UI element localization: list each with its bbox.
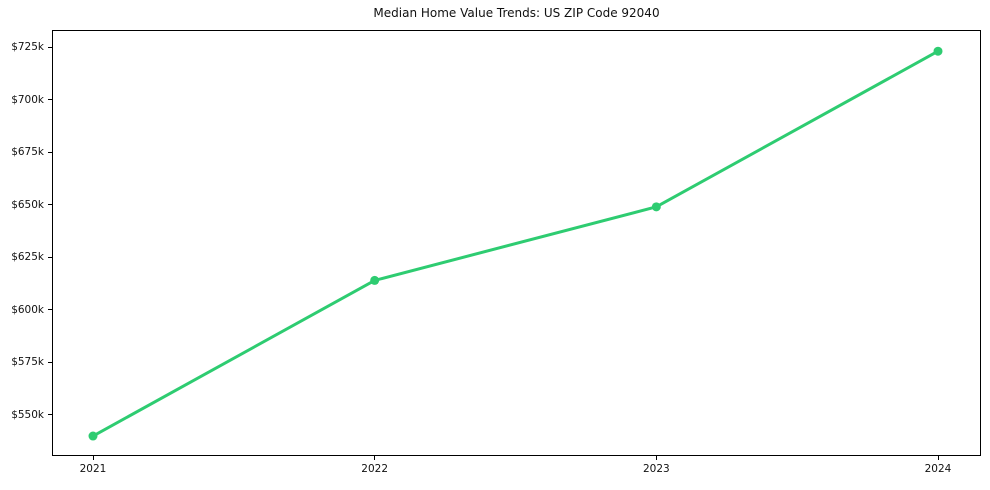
x-tick-mark [937,456,939,460]
data-point-2021 [88,431,98,441]
data-point-2023 [651,202,661,212]
y-tick-label: $725k [11,41,44,54]
y-tick-label: $575k [11,356,44,369]
y-tick-label: $650k [11,198,44,211]
data-point-2024 [933,46,943,56]
median-home-value-series [88,46,943,441]
y-tick-mark [48,151,52,153]
x-tick-label: 2021 [79,463,107,475]
y-tick-label: $625k [11,251,44,264]
x-tick-mark [92,456,94,460]
y-tick-mark [48,46,52,48]
x-tick-label: 2024 [924,463,952,475]
y-tick-mark [48,256,52,258]
y-tick-label: $675k [11,146,44,159]
y-tick-label: $700k [11,93,44,106]
y-tick-mark [48,361,52,363]
y-tick-mark [48,204,52,206]
x-tick-label: 2022 [361,463,389,475]
x-tick-label: 2023 [642,463,670,475]
data-point-2022 [370,275,380,285]
y-tick-mark [48,309,52,311]
chart-title: Median Home Value Trends: US ZIP Code 92… [373,6,660,20]
x-tick-mark [655,456,657,460]
y-tick-label: $550k [11,408,44,421]
y-tick-label: $600k [11,303,44,316]
y-tick-mark [48,99,52,101]
y-tick-mark [48,414,52,416]
series-line [91,49,940,438]
plot-area [52,30,981,456]
x-tick-mark [374,456,376,460]
